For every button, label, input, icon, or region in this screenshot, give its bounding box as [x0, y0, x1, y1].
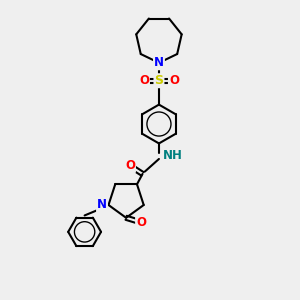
Text: N: N	[154, 56, 164, 69]
Text: S: S	[154, 74, 164, 87]
Text: O: O	[136, 216, 146, 229]
Text: O: O	[125, 159, 135, 172]
Text: O: O	[169, 74, 179, 87]
Text: O: O	[139, 74, 149, 87]
Text: N: N	[97, 199, 107, 212]
Text: NH: NH	[163, 149, 182, 163]
